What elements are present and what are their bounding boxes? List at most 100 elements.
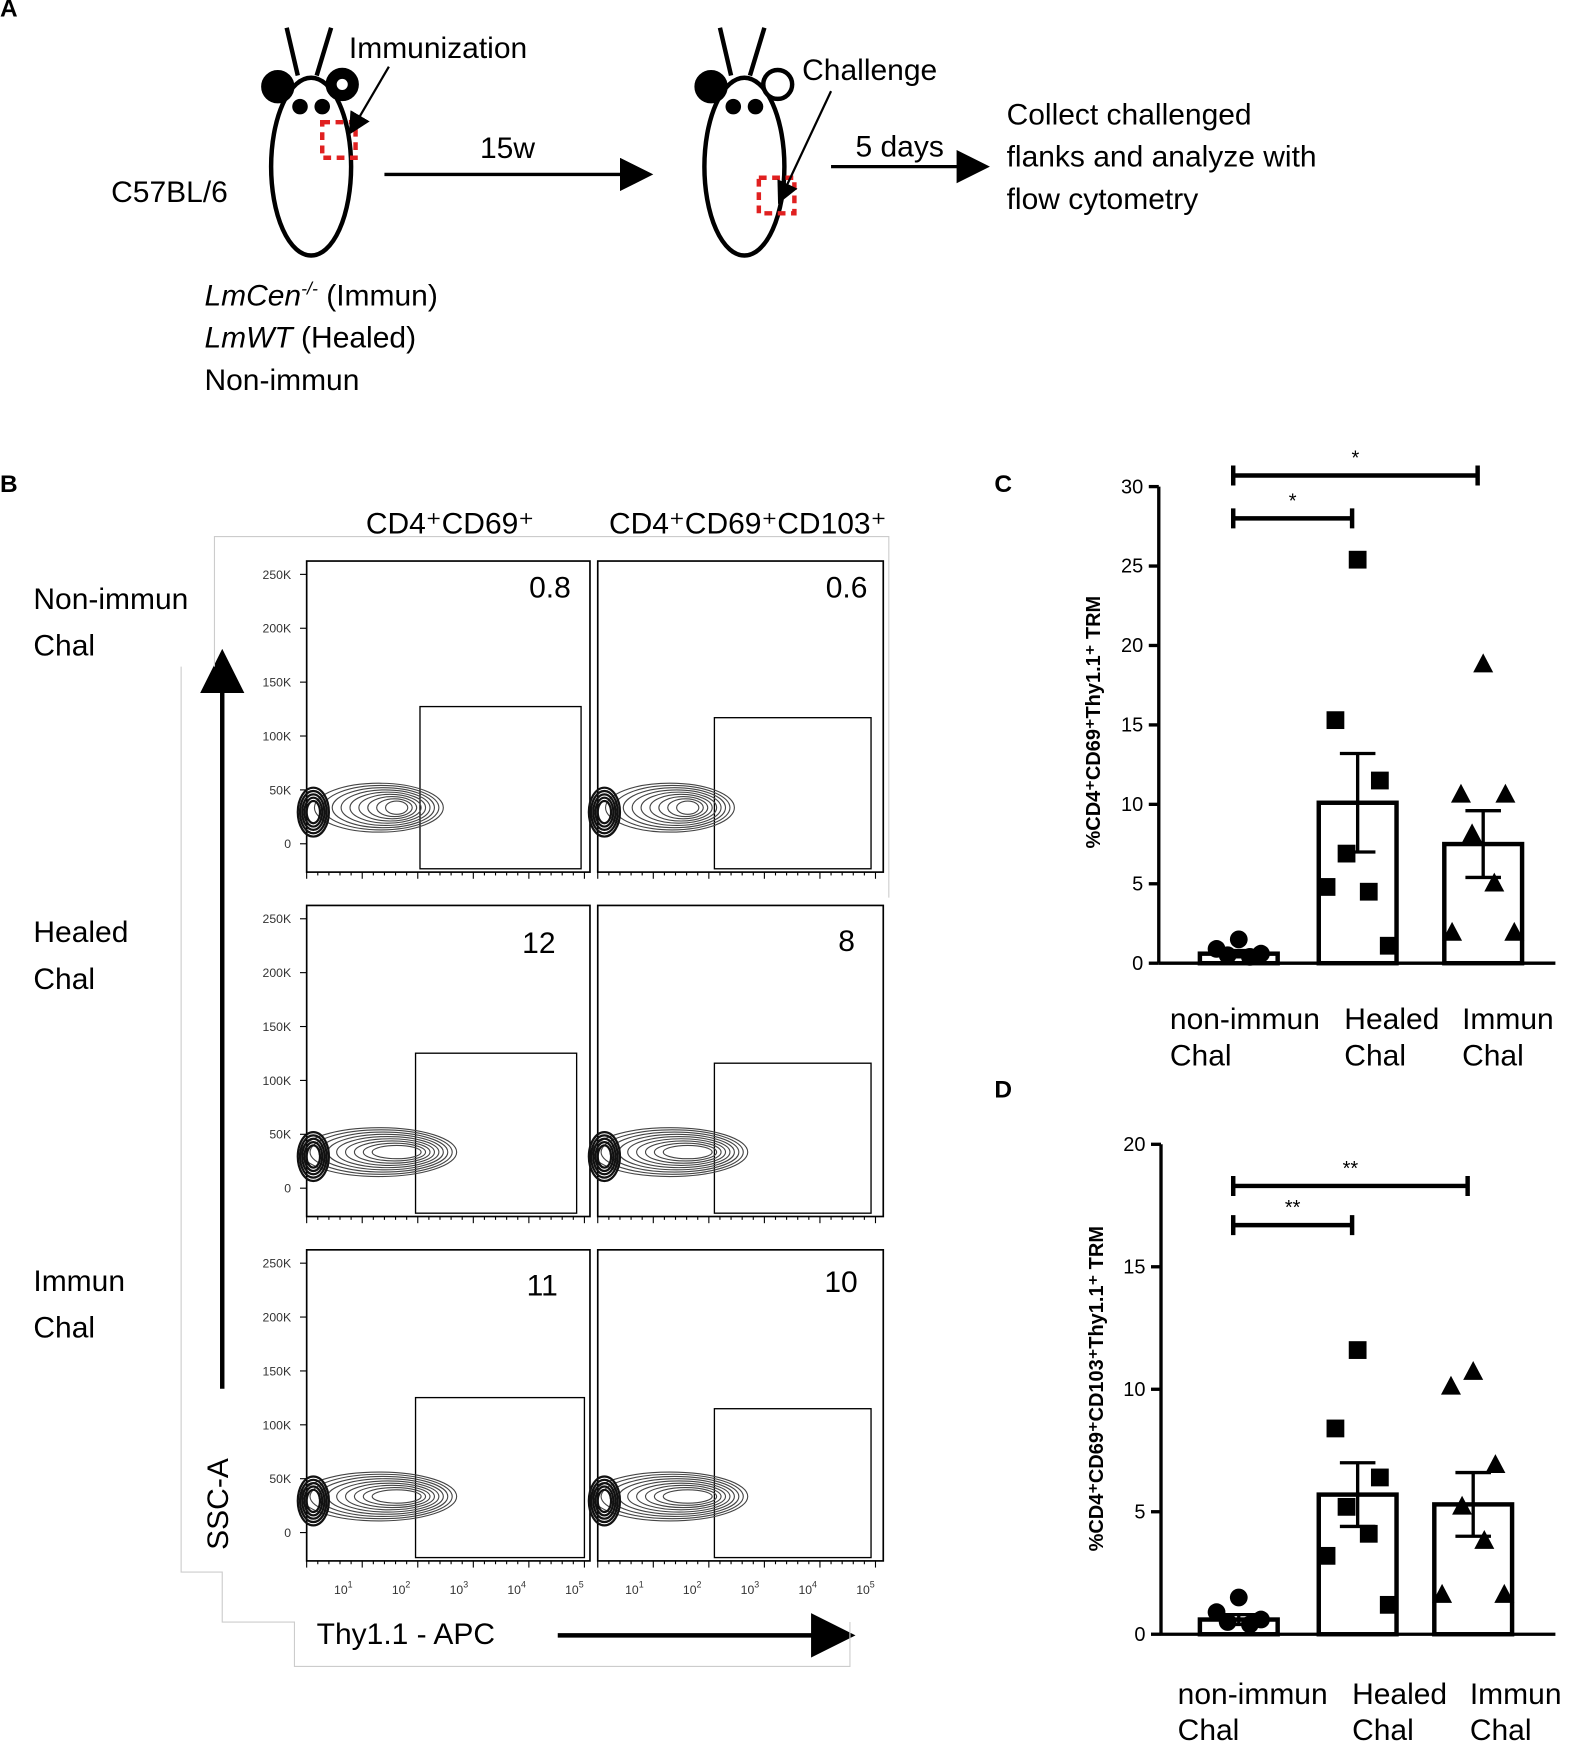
label: 100K (263, 1074, 292, 1088)
tick-base: 10 (798, 1583, 812, 1597)
x-tick-label: 102 (683, 1580, 702, 1598)
contour (594, 1140, 615, 1173)
contour (592, 1482, 617, 1520)
contour (658, 796, 709, 820)
group-label-part: -/- (301, 278, 318, 298)
group-label-part: LmCen (204, 280, 301, 313)
point (1337, 1497, 1356, 1516)
contour (331, 787, 435, 829)
contour (649, 793, 713, 822)
point (1218, 946, 1237, 965)
label: Chal (1178, 1714, 1240, 1747)
point (1452, 1495, 1473, 1515)
point (1337, 844, 1356, 863)
label: 150K (263, 1364, 292, 1378)
label: 0 (1134, 1624, 1145, 1646)
contour (336, 1135, 440, 1169)
label: CD4⁺CD69⁺ (366, 507, 534, 540)
tick-exp: 5 (579, 1580, 584, 1590)
mouse-drawing (200, 27, 990, 1658)
contour (296, 786, 331, 838)
contour (596, 1488, 613, 1514)
contour (305, 1488, 322, 1514)
label: Immun (1462, 1003, 1554, 1036)
label: 50K (269, 1472, 292, 1486)
label: Chal (33, 1312, 95, 1345)
label: D (994, 1077, 1012, 1104)
label: flanks and analyze with (1007, 141, 1317, 174)
label: flow cytometry (1007, 183, 1199, 216)
tick-exp: 4 (521, 1580, 526, 1590)
label: Chal (33, 963, 95, 996)
label: Collect challenged (1007, 98, 1252, 131)
point (1485, 1454, 1506, 1473)
gate (414, 1052, 578, 1214)
label: 15 (1123, 1256, 1145, 1278)
label: 0 (284, 1526, 291, 1540)
contour (587, 786, 622, 838)
group-label-part: LmWT (204, 322, 295, 355)
x-tick-label: 104 (507, 1580, 526, 1598)
tick-exp: 3 (463, 1580, 468, 1590)
point (1370, 771, 1389, 790)
point (1474, 1530, 1495, 1549)
gate (419, 705, 582, 870)
point (1240, 1615, 1259, 1634)
point (1326, 711, 1345, 730)
label: 20 (1123, 1134, 1145, 1156)
label: 0.8 (529, 572, 571, 605)
label: 10 (1121, 794, 1143, 816)
label: 0.6 (826, 572, 868, 605)
plot-frame (305, 904, 591, 1218)
point (1218, 1613, 1237, 1631)
label: Chal (33, 629, 95, 662)
label: 150K (263, 1020, 292, 1034)
label: Challenge (802, 54, 937, 87)
contour (662, 1144, 713, 1160)
plot-frame (596, 1249, 885, 1562)
contour (594, 796, 615, 828)
label: Chal (1344, 1039, 1406, 1072)
tick-base: 10 (565, 1583, 579, 1597)
point (1504, 921, 1525, 941)
label: %CD4⁺CD69⁺Thy1.1⁺ TRM (1083, 596, 1105, 849)
label: Chal (1352, 1714, 1414, 1747)
contour (636, 1482, 727, 1511)
significance-bracket (1230, 465, 1480, 486)
label: 200K (263, 966, 292, 980)
label: non-immun (1170, 1003, 1320, 1036)
point (1379, 1595, 1398, 1614)
point (1450, 783, 1471, 803)
tick-exp: 2 (697, 1580, 702, 1590)
point (1348, 1341, 1367, 1359)
tick-base: 10 (334, 1583, 348, 1597)
contour (313, 782, 444, 833)
point (1473, 653, 1494, 673)
contour (349, 791, 427, 824)
label: 100K (263, 729, 292, 743)
label: 100K (263, 1418, 292, 1432)
label: CD4⁺CD69⁺CD103⁺ (609, 507, 886, 540)
group-label-part: (Healed) (293, 322, 416, 355)
contour (587, 1475, 622, 1527)
tick-base: 10 (683, 1583, 697, 1597)
label: 0 (284, 837, 291, 851)
label: 200K (263, 622, 292, 636)
point (1462, 823, 1483, 843)
label: * (1352, 447, 1360, 469)
label: Immun (1470, 1678, 1562, 1711)
contour (296, 1475, 331, 1527)
contour (301, 1137, 326, 1176)
contour (358, 793, 422, 822)
label: C (994, 471, 1012, 498)
x-tick-label: 104 (798, 1580, 817, 1598)
label: 250K (263, 568, 292, 582)
point (1317, 1546, 1336, 1565)
contour (667, 798, 704, 818)
label: 250K (263, 912, 292, 926)
contour (309, 1473, 453, 1520)
point (1229, 930, 1248, 949)
label: 0 (1132, 953, 1143, 975)
point (1494, 1583, 1515, 1603)
